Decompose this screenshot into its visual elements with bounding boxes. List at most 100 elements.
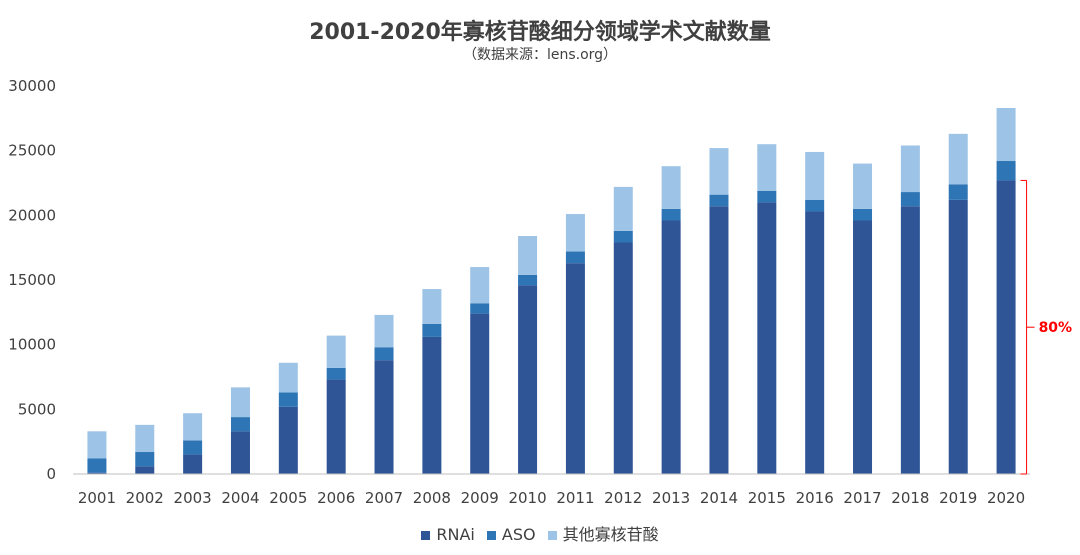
x-tick-label: 2005 [269, 489, 307, 507]
annotation-label: 80% [1039, 320, 1073, 336]
bar-segment [87, 431, 107, 459]
chart-title: 2001-2020年寡核苷酸细分领域学术文献数量 [309, 20, 771, 45]
x-axis-ticks: 2001 2002 2003 2004 2005 2006 2007 2008 2009 2010… [78, 489, 1025, 507]
chart-subtitle: （数据来源：lens.org） [462, 47, 618, 63]
bar-segment [87, 472, 107, 474]
bar-segment [374, 314, 394, 348]
bar-segment [661, 166, 681, 209]
x-tick-label: 2014 [700, 489, 738, 507]
bar-segment [900, 206, 920, 474]
legend-label: 其他寡核苷酸 [562, 525, 659, 544]
bar-segment [278, 392, 298, 407]
bar-segment [805, 199, 825, 212]
y-tick-label: 30000 [8, 77, 56, 95]
x-tick-label: 2003 [174, 489, 212, 507]
bar-segment [326, 335, 346, 368]
bar-segment [853, 163, 873, 209]
x-tick-label: 2012 [604, 489, 642, 507]
x-tick-label: 2009 [461, 489, 499, 507]
legend-label: RNAi [436, 525, 475, 544]
bar-segment [326, 379, 346, 474]
bar-segment [422, 289, 442, 324]
x-tick-label: 2013 [652, 489, 690, 507]
x-tick-label: 2017 [843, 489, 881, 507]
bar-segment [183, 440, 203, 455]
bar-segment [805, 211, 825, 474]
bar-segment [470, 303, 490, 314]
x-tick-label: 2011 [556, 489, 594, 507]
bar-segment [422, 336, 442, 474]
bar-segment [135, 452, 155, 467]
bar-segment [183, 454, 203, 474]
legend-swatch [547, 531, 557, 540]
bar-segment [805, 151, 825, 200]
x-tick-label: 2006 [317, 489, 355, 507]
bar-segment [565, 263, 585, 474]
bar-segment [613, 242, 633, 474]
bar-segment [613, 186, 633, 231]
x-tick-label: 2010 [508, 489, 546, 507]
x-tick-label: 2008 [413, 489, 451, 507]
bar-segment [948, 184, 968, 200]
bar-segment [757, 190, 777, 203]
bar-segment [948, 199, 968, 474]
bar-segment [135, 466, 155, 474]
bar-segment [230, 431, 250, 474]
bar-segment [278, 362, 298, 393]
bar-segment [518, 285, 538, 474]
bar-series [87, 107, 1016, 474]
x-tick-label: 2004 [221, 489, 259, 507]
y-axis-ticks: 0 5000 10000 15000 20000 25000 30000 [8, 77, 56, 483]
x-tick-label: 2019 [939, 489, 977, 507]
bar-segment [565, 214, 585, 252]
x-tick-label: 2018 [891, 489, 929, 507]
legend-swatch [421, 531, 431, 540]
legend-label: ASO [501, 525, 536, 544]
bar-segment [948, 133, 968, 185]
legend-swatch [486, 531, 496, 540]
bar-segment [853, 208, 873, 221]
bar-segment [661, 220, 681, 474]
bar-segment [996, 161, 1016, 181]
bar-segment [565, 251, 585, 264]
bar-segment [230, 387, 250, 418]
x-tick-label: 2001 [78, 489, 116, 507]
x-tick-label: 2015 [748, 489, 786, 507]
bar-segment [518, 274, 538, 286]
bar-segment [996, 107, 1016, 162]
bar-segment [135, 424, 155, 453]
y-tick-label: 10000 [8, 336, 56, 354]
y-tick-label: 25000 [8, 142, 56, 160]
x-tick-label: 2002 [126, 489, 164, 507]
x-tick-label: 2020 [987, 489, 1025, 507]
legend: RNAi ASO 其他寡核苷酸 [0, 521, 1080, 545]
bar-segment [996, 180, 1016, 474]
annotation-bracket: 80% [1020, 179, 1073, 475]
bar-segment [900, 192, 920, 207]
y-tick-label: 0 [46, 465, 56, 483]
bar-segment [613, 230, 633, 243]
bar-segment [900, 145, 920, 193]
legend-item: RNAi [421, 525, 475, 544]
bar-segment [470, 267, 490, 304]
bar-segment [853, 220, 873, 474]
bar-segment [278, 406, 298, 474]
bar-segment [374, 347, 394, 361]
bar-segment [757, 144, 777, 191]
bar-segment [470, 313, 490, 474]
bar-segment [422, 323, 442, 337]
bar-segment [183, 413, 203, 441]
bar-segment [374, 360, 394, 474]
bar-segment [518, 236, 538, 275]
legend-item: ASO [486, 525, 536, 544]
bar-segment [87, 458, 107, 473]
bar-segment [661, 208, 681, 221]
bar-segment [326, 367, 346, 380]
bar-segment [709, 148, 729, 195]
y-tick-label: 20000 [8, 206, 56, 224]
bar-segment [709, 194, 729, 207]
y-tick-label: 5000 [18, 400, 56, 418]
legend-item: 其他寡核苷酸 [547, 521, 659, 545]
bar-segment [709, 206, 729, 474]
